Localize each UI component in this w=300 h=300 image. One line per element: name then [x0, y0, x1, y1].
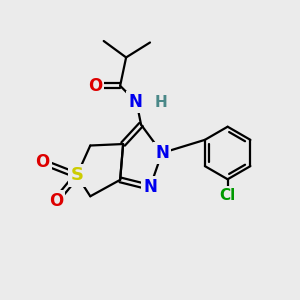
- Text: N: N: [143, 178, 157, 196]
- Text: H: H: [155, 95, 168, 110]
- Text: Cl: Cl: [220, 188, 236, 203]
- Text: N: N: [155, 144, 169, 162]
- Text: S: S: [70, 167, 83, 184]
- Text: N: N: [128, 93, 142, 111]
- Text: O: O: [35, 153, 50, 171]
- Text: O: O: [88, 77, 102, 95]
- Text: O: O: [49, 192, 63, 210]
